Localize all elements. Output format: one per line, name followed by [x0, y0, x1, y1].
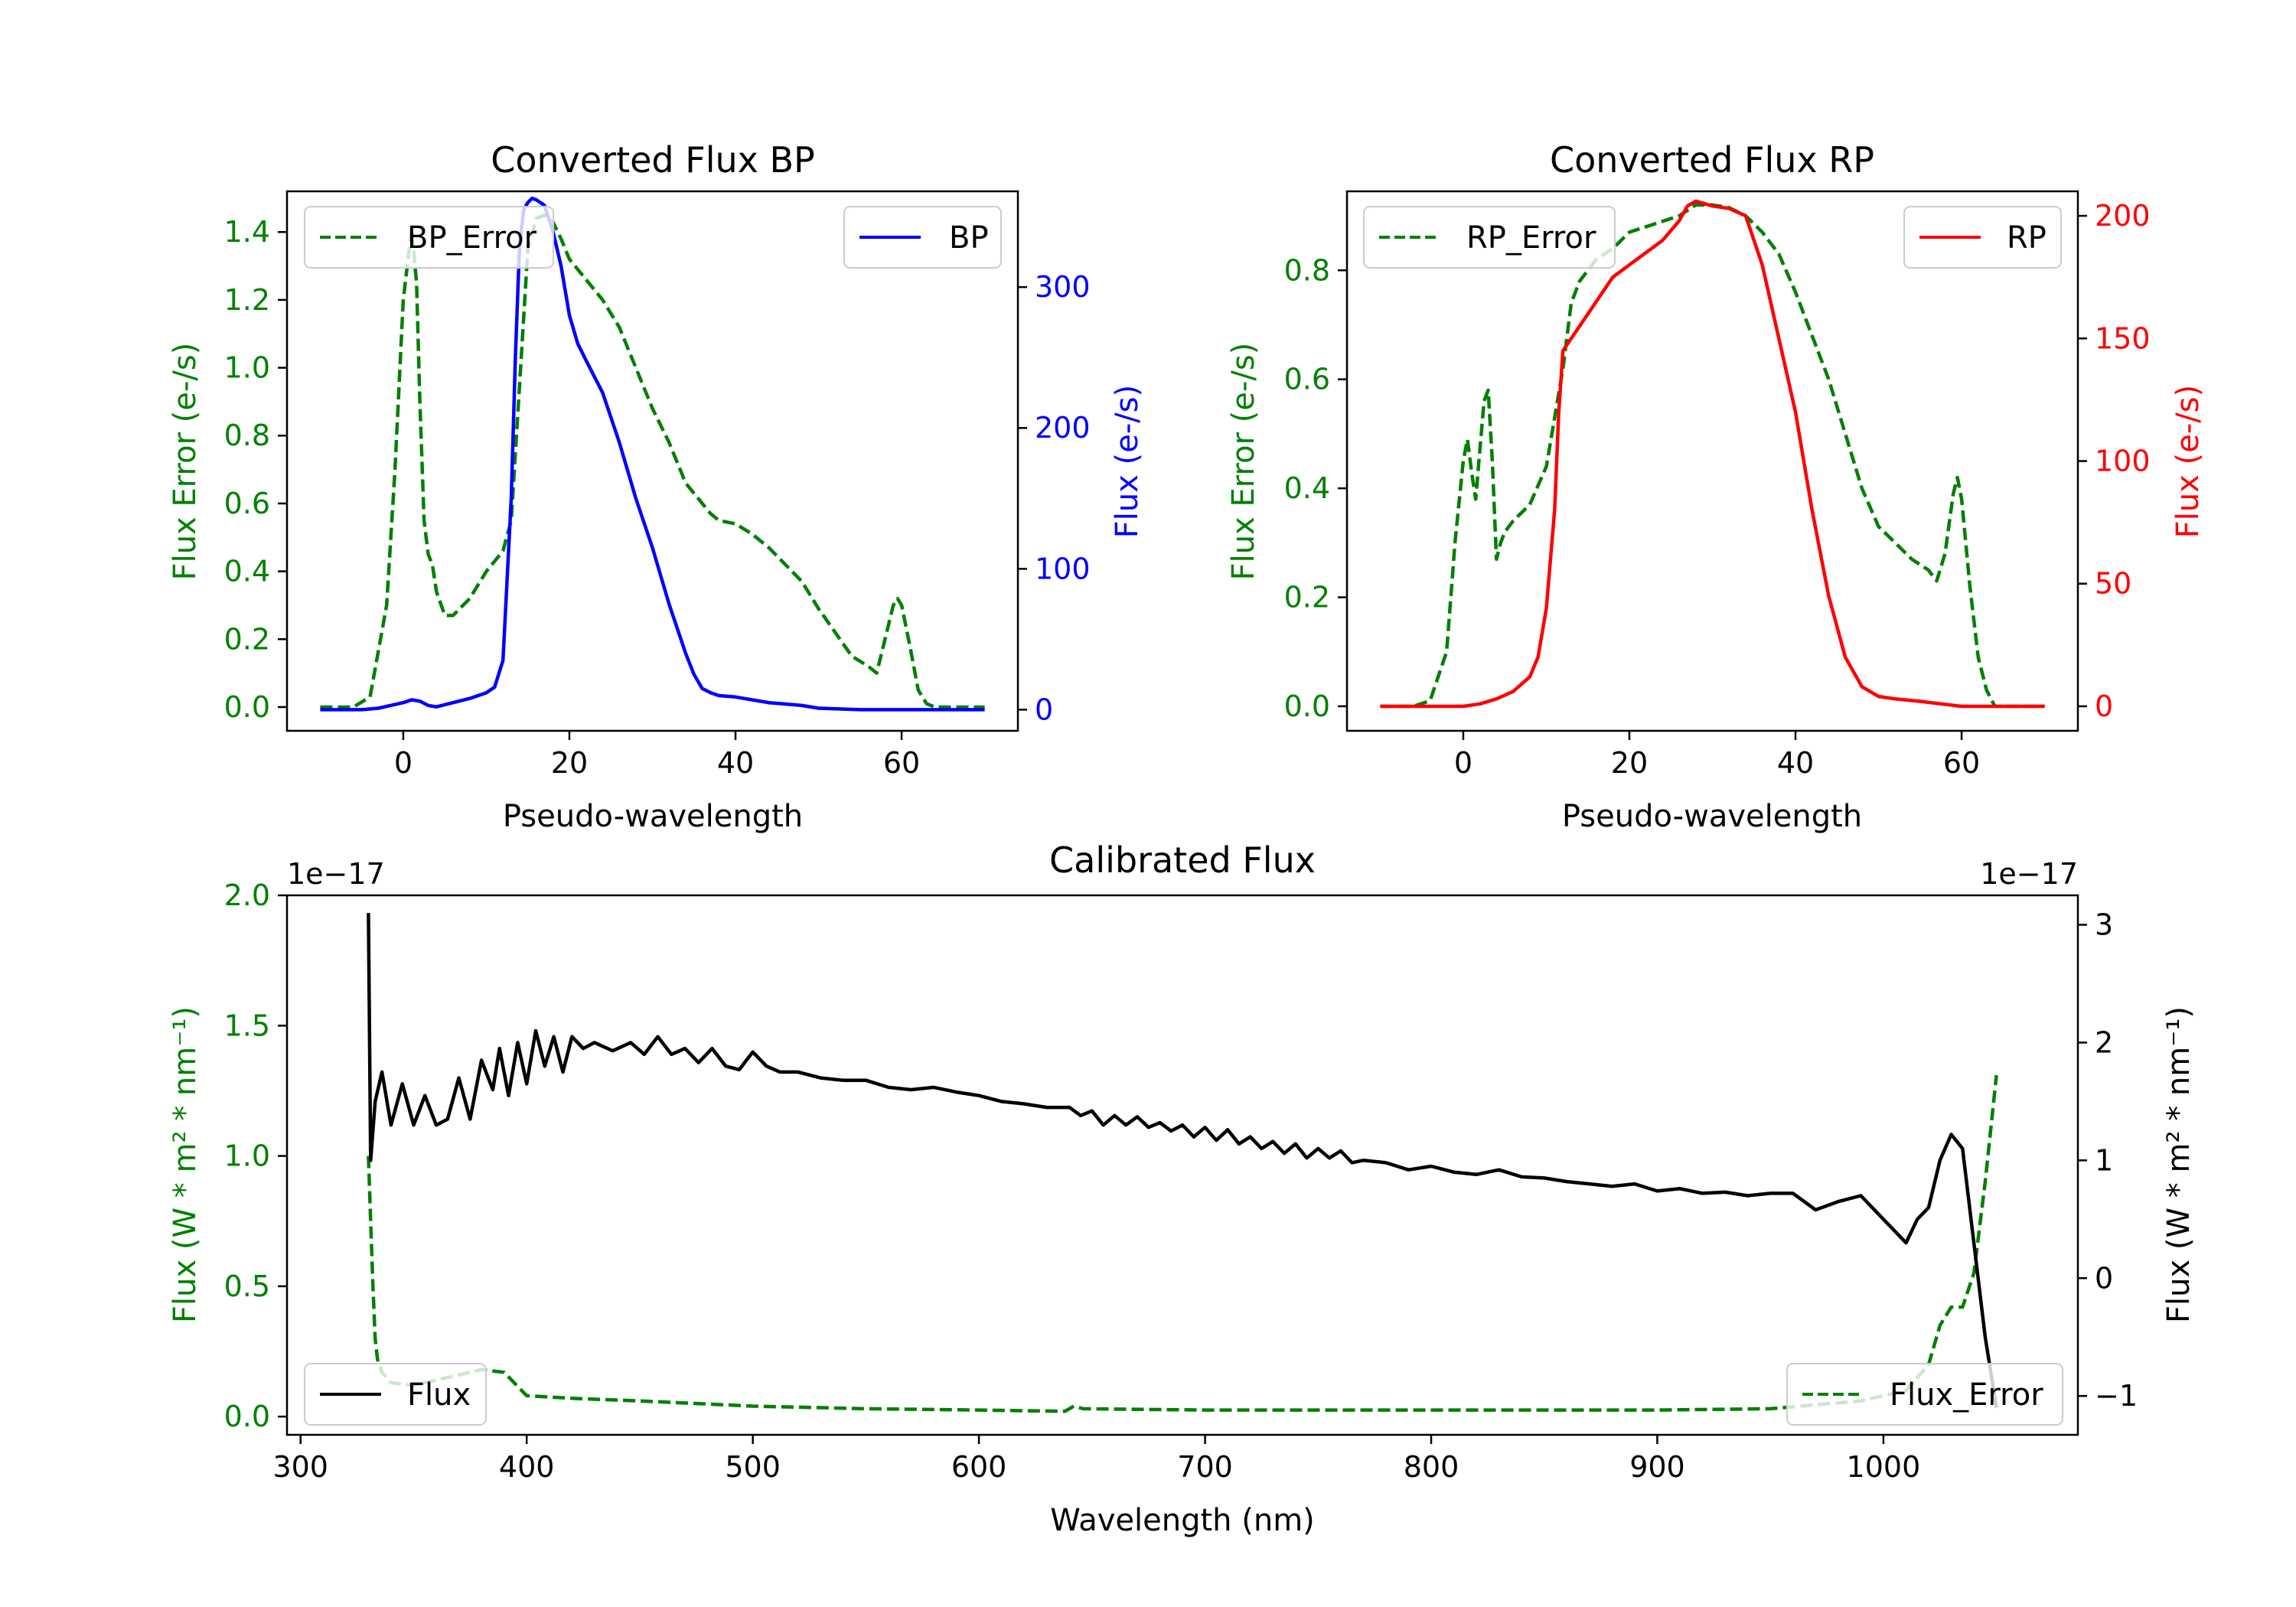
calibrated-left-y-tick-label: 2.0 — [224, 878, 270, 912]
calibrated-left-y-tick-label: 1.0 — [224, 1139, 270, 1173]
calibrated-plot-frame — [285, 894, 2079, 1436]
rp-legend-right: RP — [1903, 206, 2062, 269]
rp-legend-right-box — [1903, 206, 2062, 269]
calibrated-chart-title: Calibrated Flux — [1049, 839, 1316, 881]
rp-chart-title: Converted Flux RP — [1550, 139, 1874, 181]
calibrated-legend-left: Flux — [304, 1363, 487, 1426]
bp-legend-left-box — [304, 206, 554, 269]
rp-x-tick-label: 40 — [1777, 746, 1814, 780]
calibrated-legend-left-box — [304, 1363, 487, 1426]
calibrated-ticks: 300 400 500 600 700 800 900 1000 0.0 0.5 1.0 1.5 2.0… — [224, 878, 2138, 1484]
bp-left-y-tick-label: 0.4 — [224, 555, 270, 588]
rp-right-y-axis-label: Flux (e-/s) — [2170, 385, 2206, 538]
calibrated-x-tick-label: 300 — [272, 1450, 328, 1484]
calibrated-left-y-tick-label: 1.5 — [224, 1009, 270, 1042]
calibrated-right-y-axis-label: Flux (W * m² * nm⁻¹) — [2161, 1006, 2197, 1323]
rp-left-y-tick-label: 0.8 — [1284, 253, 1330, 287]
left-offset-label: 1e−17 — [287, 857, 385, 891]
rp-x-tick-label: 20 — [1611, 746, 1648, 780]
rp-error-legend-label: RP_Error — [1466, 220, 1596, 256]
rp-right-y-tick-label: 150 — [2095, 321, 2151, 355]
bp-right-y-tick-label: 0 — [1035, 693, 1053, 726]
calibrated-series-flux-line — [367, 913, 1998, 1408]
rp-chart-panel: Converted Flux RP 0 20 40 60 0.0 0.2 0.4 0.6 0.8… — [1226, 139, 2206, 834]
rp-x-tick-label: 0 — [1454, 746, 1473, 780]
bp-x-tick-label: 60 — [883, 746, 920, 780]
bp-x-tick-label: 20 — [551, 746, 588, 780]
bp-x-tick-label: 40 — [717, 746, 754, 780]
flux-error-legend-label: Flux_Error — [1890, 1377, 2043, 1413]
bp-ticks: 0 20 40 60 0.0 0.2 0.4 0.6 0.8 1.0 1.2 1.4 0 100 200 30… — [224, 215, 1091, 780]
bp-right-y-tick-label: 200 — [1035, 411, 1091, 445]
bp-left-y-axis-label: Flux Error (e-/s) — [168, 343, 203, 581]
bp-legend-left: BP_Error — [304, 206, 554, 269]
calibrated-x-tick-label: 400 — [499, 1450, 555, 1484]
bp-left-y-tick-label: 1.2 — [224, 283, 270, 317]
bp-legend-right-box — [843, 206, 1002, 269]
calibrated-right-y-tick-label: 0 — [2095, 1261, 2113, 1295]
calibrated-x-tick-label: 1000 — [1847, 1450, 1921, 1484]
bp-right-y-tick-label: 300 — [1035, 270, 1091, 304]
rp-left-y-tick-label: 0.6 — [1284, 363, 1330, 396]
bp-left-y-tick-label: 1.4 — [224, 215, 270, 249]
calibrated-right-y-tick-label: 2 — [2095, 1025, 2113, 1059]
bp-right-y-tick-label: 100 — [1035, 552, 1091, 585]
calibrated-series-flux-error-line — [367, 1074, 1998, 1413]
bp-plot-frame — [285, 190, 1019, 732]
bp-left-y-tick-label: 1.0 — [224, 351, 270, 385]
rp-left-y-tick-label: 0.4 — [1284, 471, 1330, 505]
calibrated-left-y-tick-label: 0.0 — [224, 1400, 270, 1433]
bp-x-tick-label: 0 — [394, 746, 413, 780]
bp-chart-title: Converted Flux BP — [491, 139, 815, 181]
rp-right-y-tick-label: 0 — [2095, 689, 2113, 723]
flux-legend-label: Flux — [407, 1377, 471, 1413]
bp-left-y-tick-label: 0.0 — [224, 690, 270, 724]
calibrated-x-tick-label: 600 — [951, 1450, 1007, 1484]
calibrated-x-tick-label: 900 — [1629, 1450, 1685, 1484]
calibrated-legend-right-box — [1786, 1363, 2063, 1426]
rp-right-y-tick-label: 100 — [2095, 445, 2151, 478]
bp-error-legend-label: BP_Error — [407, 220, 537, 256]
rp-left-y-axis-label: Flux Error (e-/s) — [1226, 343, 1261, 581]
bp-x-axis-label: Pseudo-wavelength — [503, 799, 803, 834]
rp-legend-left-box — [1363, 206, 1616, 269]
rp-series-rp-error-line — [1380, 203, 2045, 709]
calibrated-legend-right: Flux_Error — [1786, 1363, 2063, 1426]
calibrated-left-y-axis-label: Flux (W * m² * nm⁻¹) — [168, 1006, 203, 1323]
rp-legend-left: RP_Error — [1363, 206, 1616, 269]
rp-left-y-tick-label: 0.2 — [1284, 581, 1330, 614]
bp-series-group — [320, 196, 985, 712]
bp-series-bp-line — [320, 196, 985, 712]
calibrated-x-tick-label: 700 — [1177, 1450, 1233, 1484]
bp-left-y-tick-label: 0.8 — [224, 419, 270, 452]
bp-chart-panel: Converted Flux BP 0 20 40 60 0.0 0.2 0.4 0.6 0.8… — [168, 139, 1145, 834]
calibrated-x-tick-label: 800 — [1404, 1450, 1459, 1484]
bp-left-y-tick-label: 0.2 — [224, 622, 270, 656]
rp-plot-frame — [1345, 190, 2079, 732]
calibrated-series-group — [367, 913, 1998, 1413]
rp-right-y-tick-label: 200 — [2095, 199, 2151, 233]
rp-x-tick-label: 60 — [1943, 746, 1980, 780]
rp-legend-label: RP — [2007, 220, 2047, 256]
bp-series-bp-error-line — [320, 213, 985, 709]
calibrated-x-axis-label: Wavelength (nm) — [1050, 1503, 1315, 1538]
calibrated-right-y-tick-label: 3 — [2095, 908, 2113, 941]
calibrated-right-y-tick-label: 1 — [2095, 1143, 2113, 1177]
rp-series-group — [1380, 199, 2045, 709]
calibrated-left-y-tick-label: 0.5 — [224, 1270, 270, 1303]
calibrated-x-tick-label: 500 — [725, 1450, 781, 1484]
bp-right-y-axis-label: Flux (e-/s) — [1110, 385, 1145, 538]
rp-left-y-tick-label: 0.0 — [1284, 689, 1330, 723]
rp-series-rp-line — [1380, 199, 2045, 709]
rp-x-axis-label: Pseudo-wavelength — [1562, 799, 1862, 834]
rp-right-y-tick-label: 50 — [2095, 567, 2131, 601]
rp-ticks: 0 20 40 60 0.0 0.2 0.4 0.6 0.8 0 50 100 150 200 — [1284, 199, 2151, 780]
bp-left-y-tick-label: 0.6 — [224, 487, 270, 520]
calibrated-right-y-tick-label: −1 — [2095, 1379, 2138, 1413]
right-offset-label: 1e−17 — [1980, 857, 2078, 891]
calibrated-chart-panel: Calibrated Flux 300 400 500 600 700 800 900 100… — [168, 839, 2197, 1538]
bp-legend-label: BP — [949, 220, 989, 256]
bp-legend-right: BP — [843, 206, 1002, 269]
